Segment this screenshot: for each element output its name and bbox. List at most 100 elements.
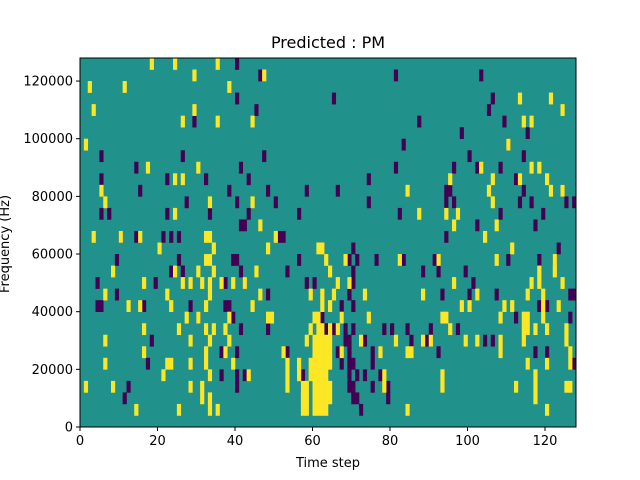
heatmap-cell-high — [188, 357, 193, 370]
heatmap-cell-low — [277, 230, 282, 243]
heatmap-cell-high — [180, 115, 185, 128]
heatmap-cell-high — [510, 300, 515, 312]
heatmap-cell-low — [242, 219, 247, 232]
heatmap-cell-low — [428, 323, 433, 336]
heatmap-cell-high — [320, 392, 325, 405]
heatmap-cell-low — [99, 300, 104, 312]
heatmap-cell-low — [304, 184, 309, 197]
heatmap-cell-low — [521, 184, 526, 197]
heatmap-cell-low — [440, 288, 445, 301]
heatmap-cell-high — [250, 115, 255, 128]
heatmap-cell-high — [467, 300, 472, 312]
heatmap-cell-low — [498, 207, 503, 220]
heatmap-cell-high — [316, 334, 321, 347]
heatmap-cell-low — [351, 323, 356, 336]
heatmap-cell-high — [335, 277, 340, 289]
heatmap-cell-high — [204, 230, 209, 243]
heatmap-cell-low — [444, 230, 449, 243]
heatmap-cell-low — [134, 161, 139, 174]
heatmap-cell-high — [262, 69, 267, 82]
heatmap-cell-low — [335, 184, 340, 197]
heatmap-cell-high — [169, 300, 174, 312]
heatmap-cell-high — [281, 346, 286, 359]
heatmap-cell-high — [428, 334, 433, 347]
heatmap-cell-high — [312, 380, 317, 393]
heatmap-cell-high — [382, 369, 387, 382]
heatmap-cell-low — [382, 323, 387, 336]
heatmap-cell-high — [312, 334, 317, 347]
heatmap-cell-high — [521, 334, 526, 347]
heatmap-cell-high — [552, 265, 557, 278]
heatmap-cell-low — [432, 254, 437, 266]
heatmap-cell-high — [250, 300, 255, 312]
heatmap-cell-low — [339, 300, 344, 312]
heatmap-cell-high — [459, 300, 464, 312]
heatmap-cell-low — [235, 380, 240, 393]
heatmap-cell-high — [328, 380, 333, 393]
heatmap-cell-low — [95, 300, 100, 312]
heatmap-cell-high — [479, 161, 484, 174]
heatmap-cell-high — [227, 311, 232, 324]
heatmap-cell-high — [545, 357, 550, 370]
heatmap-cell-low — [393, 161, 399, 174]
y-tick-label: 120000 — [23, 75, 73, 90]
heatmap-cell-high — [312, 346, 317, 359]
heatmap-cell-high — [273, 230, 278, 243]
heatmap-cell-low — [370, 346, 375, 359]
heatmap-cell-high — [568, 346, 573, 359]
heatmap-cell-low — [169, 230, 174, 243]
heatmap-cell-low — [285, 346, 290, 359]
heatmap-cell-high — [320, 300, 325, 312]
heatmap-cell-high — [320, 334, 325, 347]
heatmap-cell-low — [444, 196, 449, 209]
heatmap-cell-low — [351, 380, 356, 393]
heatmap-cell-high — [440, 311, 445, 324]
heatmap-cell-high — [343, 254, 348, 266]
heatmap-cell-low — [572, 196, 577, 209]
x-tick-label: 40 — [227, 434, 244, 449]
heatmap-cell-low — [347, 380, 352, 393]
heatmap-cell-high — [331, 288, 337, 301]
heatmap-cell-low — [556, 242, 561, 255]
heatmap-cell-low — [180, 150, 185, 163]
heatmap-cell-high — [312, 369, 317, 382]
heatmap-cell-high — [204, 357, 209, 370]
heatmap-cell-high — [525, 288, 530, 301]
heatmap-cell-high — [517, 92, 523, 105]
heatmap-cell-high — [99, 184, 104, 197]
heatmap-cell-low — [246, 207, 251, 220]
heatmap-cell-low — [266, 288, 271, 301]
heatmap-cell-low — [362, 334, 368, 347]
heatmap-cell-high — [122, 81, 127, 93]
heatmap-cell-high — [103, 357, 108, 370]
heatmap-cell-high — [556, 300, 561, 312]
heatmap-cell-low — [238, 161, 244, 174]
heatmap-cell-high — [328, 346, 333, 359]
heatmap-cell-low — [343, 334, 348, 347]
y-tick-label: 40000 — [32, 305, 73, 320]
heatmap-cell-high — [188, 380, 193, 393]
heatmap-cell-low — [285, 265, 290, 278]
heatmap-cell-low — [231, 311, 236, 324]
heatmap-cell-high — [207, 288, 213, 301]
heatmap-cell-low — [362, 369, 368, 382]
heatmap-cell-high — [548, 184, 554, 197]
heatmap-cell-high — [328, 334, 333, 347]
heatmap-cell-high — [173, 207, 178, 220]
heatmap-cell-low — [138, 184, 143, 197]
heatmap-cell-low — [448, 184, 453, 197]
heatmap-cell-high — [242, 277, 247, 289]
heatmap-cell-high — [223, 346, 228, 359]
heatmap-cell-high — [405, 184, 410, 197]
heatmap-cell-low — [219, 346, 224, 359]
heatmap-cell-high — [533, 392, 538, 405]
heatmap-cell-high — [506, 138, 511, 151]
heatmap-cell-low — [506, 254, 511, 266]
heatmap-cell-low — [297, 207, 302, 220]
heatmap-cell-high — [83, 138, 89, 151]
heatmap-cell-low — [568, 288, 573, 301]
heatmap-cell-low — [95, 277, 100, 289]
heatmap-cell-high — [103, 196, 108, 209]
heatmap-cell-low — [498, 161, 503, 174]
heatmap-cell-low — [235, 92, 240, 105]
